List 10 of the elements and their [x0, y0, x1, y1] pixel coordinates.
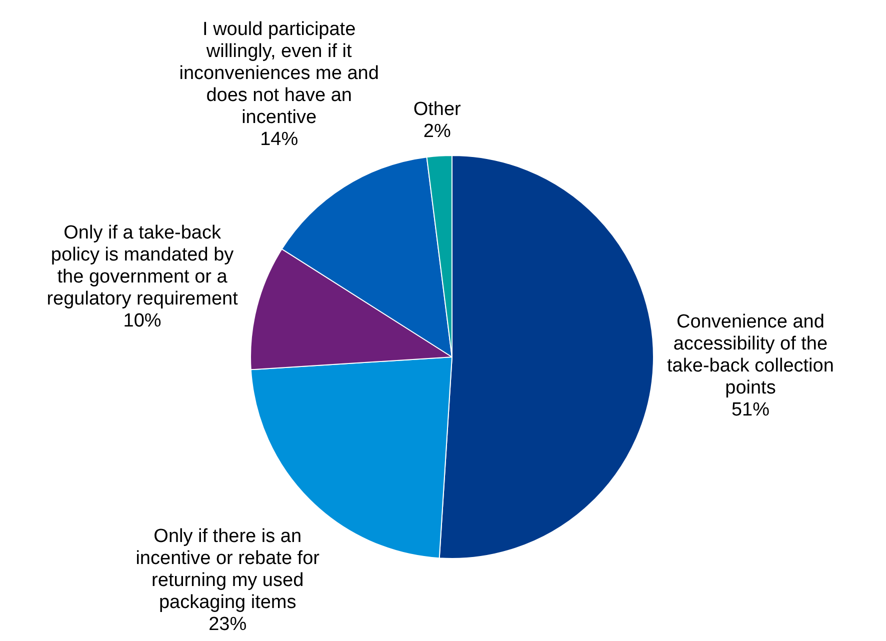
- slice-label: Only if a take-back policy is mandated by the government or a regulatory requirement: [46, 222, 239, 310]
- slice-label: Only if there is an incentive or rebate for returning my used packaging items: [136, 526, 320, 614]
- data-label: 10%: [123, 310, 162, 332]
- slice-label: Other: [413, 98, 462, 120]
- data-label: 51%: [731, 400, 770, 421]
- data-label: 2%: [423, 120, 451, 142]
- slice-label: Convenience and accessibility of the take-back collection points: [667, 312, 834, 399]
- data-label: 23%: [208, 614, 247, 636]
- slice-label: I would participate willingly, even if it inconveniences me and does not have an incentive: [179, 18, 379, 128]
- data-label: 14%: [260, 128, 298, 150]
